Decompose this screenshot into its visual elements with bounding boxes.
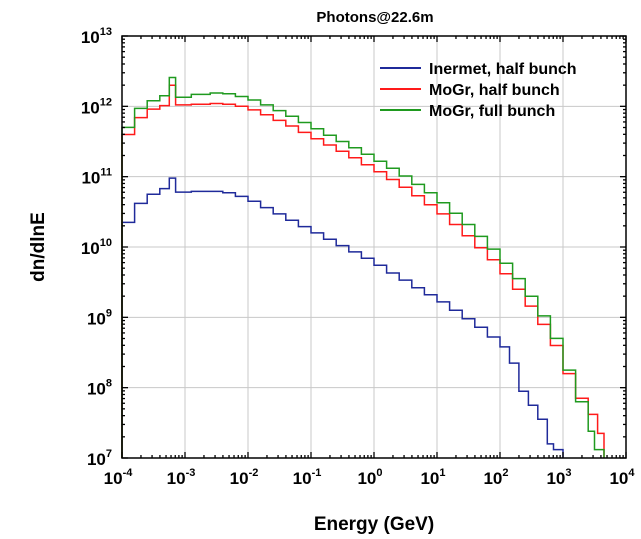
axis-ticks: 10-4 10-3 10-2 10-1 100 101 102 103 104107108109… [81,26,636,488]
x-tick-exponent: -4 [123,467,134,479]
y-axis-label: dn/dlnE [28,212,49,282]
x-tick-exponent: 1 [439,467,445,479]
series-line-2 [121,76,605,458]
x-tick-base: 10 [357,469,376,488]
y-tick-label: 1012 [81,96,112,117]
y-tick-base: 10 [81,28,100,47]
x-tick-label: 10-2 [230,467,259,488]
y-tick-label: 1011 [81,167,112,188]
y-tick-exponent: 7 [106,448,112,460]
x-tick-base: 10 [483,469,502,488]
x-tick-exponent: -2 [249,467,259,479]
chart-title: Photons@22.6m [316,9,433,26]
x-tick-label: 10-3 [167,467,196,488]
y-tick-exponent: 12 [100,96,112,108]
legend: Inermet, half bunch MoGr, half bunch MoGr,… [380,61,577,120]
y-tick-label: 109 [87,307,112,328]
x-tick-exponent: 0 [376,467,382,479]
y-tick-base: 10 [81,169,100,188]
legend-label: MoGr, half bunch [429,82,560,99]
y-tick-label: 1013 [81,26,112,47]
y-tick-base: 10 [87,450,106,469]
series-line-1 [121,84,605,458]
x-tick-base: 10 [167,469,186,488]
x-tick-base: 10 [230,469,249,488]
y-tick-label: 107 [87,448,112,469]
legend-label: Inermet, half bunch [429,61,577,78]
x-tick-label: 10-4 [104,467,134,488]
y-tick-label: 1010 [81,237,112,258]
x-tick-base: 10 [293,469,312,488]
x-tick-label: 101 [420,467,445,488]
y-tick-label: 108 [87,378,112,399]
series-line-0 [121,177,564,458]
x-tick-base: 10 [104,469,123,488]
y-tick-exponent: 11 [100,167,112,179]
x-tick-exponent: 3 [565,467,571,479]
x-tick-base: 10 [420,469,439,488]
x-tick-exponent: -1 [312,467,322,479]
x-tick-label: 104 [609,467,635,488]
y-tick-base: 10 [87,309,106,328]
x-axis-label: Energy (GeV) [314,514,434,535]
x-tick-base: 10 [546,469,565,488]
y-tick-exponent: 8 [106,378,112,390]
x-tick-base: 10 [609,469,628,488]
y-tick-base: 10 [87,380,106,399]
x-tick-exponent: 4 [628,467,635,479]
x-tick-exponent: -3 [186,467,196,479]
y-tick-exponent: 10 [100,237,112,249]
x-tick-label: 10-1 [293,467,322,488]
y-tick-exponent: 13 [100,26,112,38]
y-tick-base: 10 [81,239,100,258]
x-tick-exponent: 2 [502,467,508,479]
x-tick-label: 102 [483,467,508,488]
legend-label: MoGr, full bunch [429,103,555,120]
series-layer [121,76,605,458]
grid [122,36,626,458]
x-tick-label: 103 [546,467,571,488]
y-tick-base: 10 [81,98,100,117]
x-tick-label: 100 [357,467,382,488]
y-tick-exponent: 9 [106,307,112,319]
